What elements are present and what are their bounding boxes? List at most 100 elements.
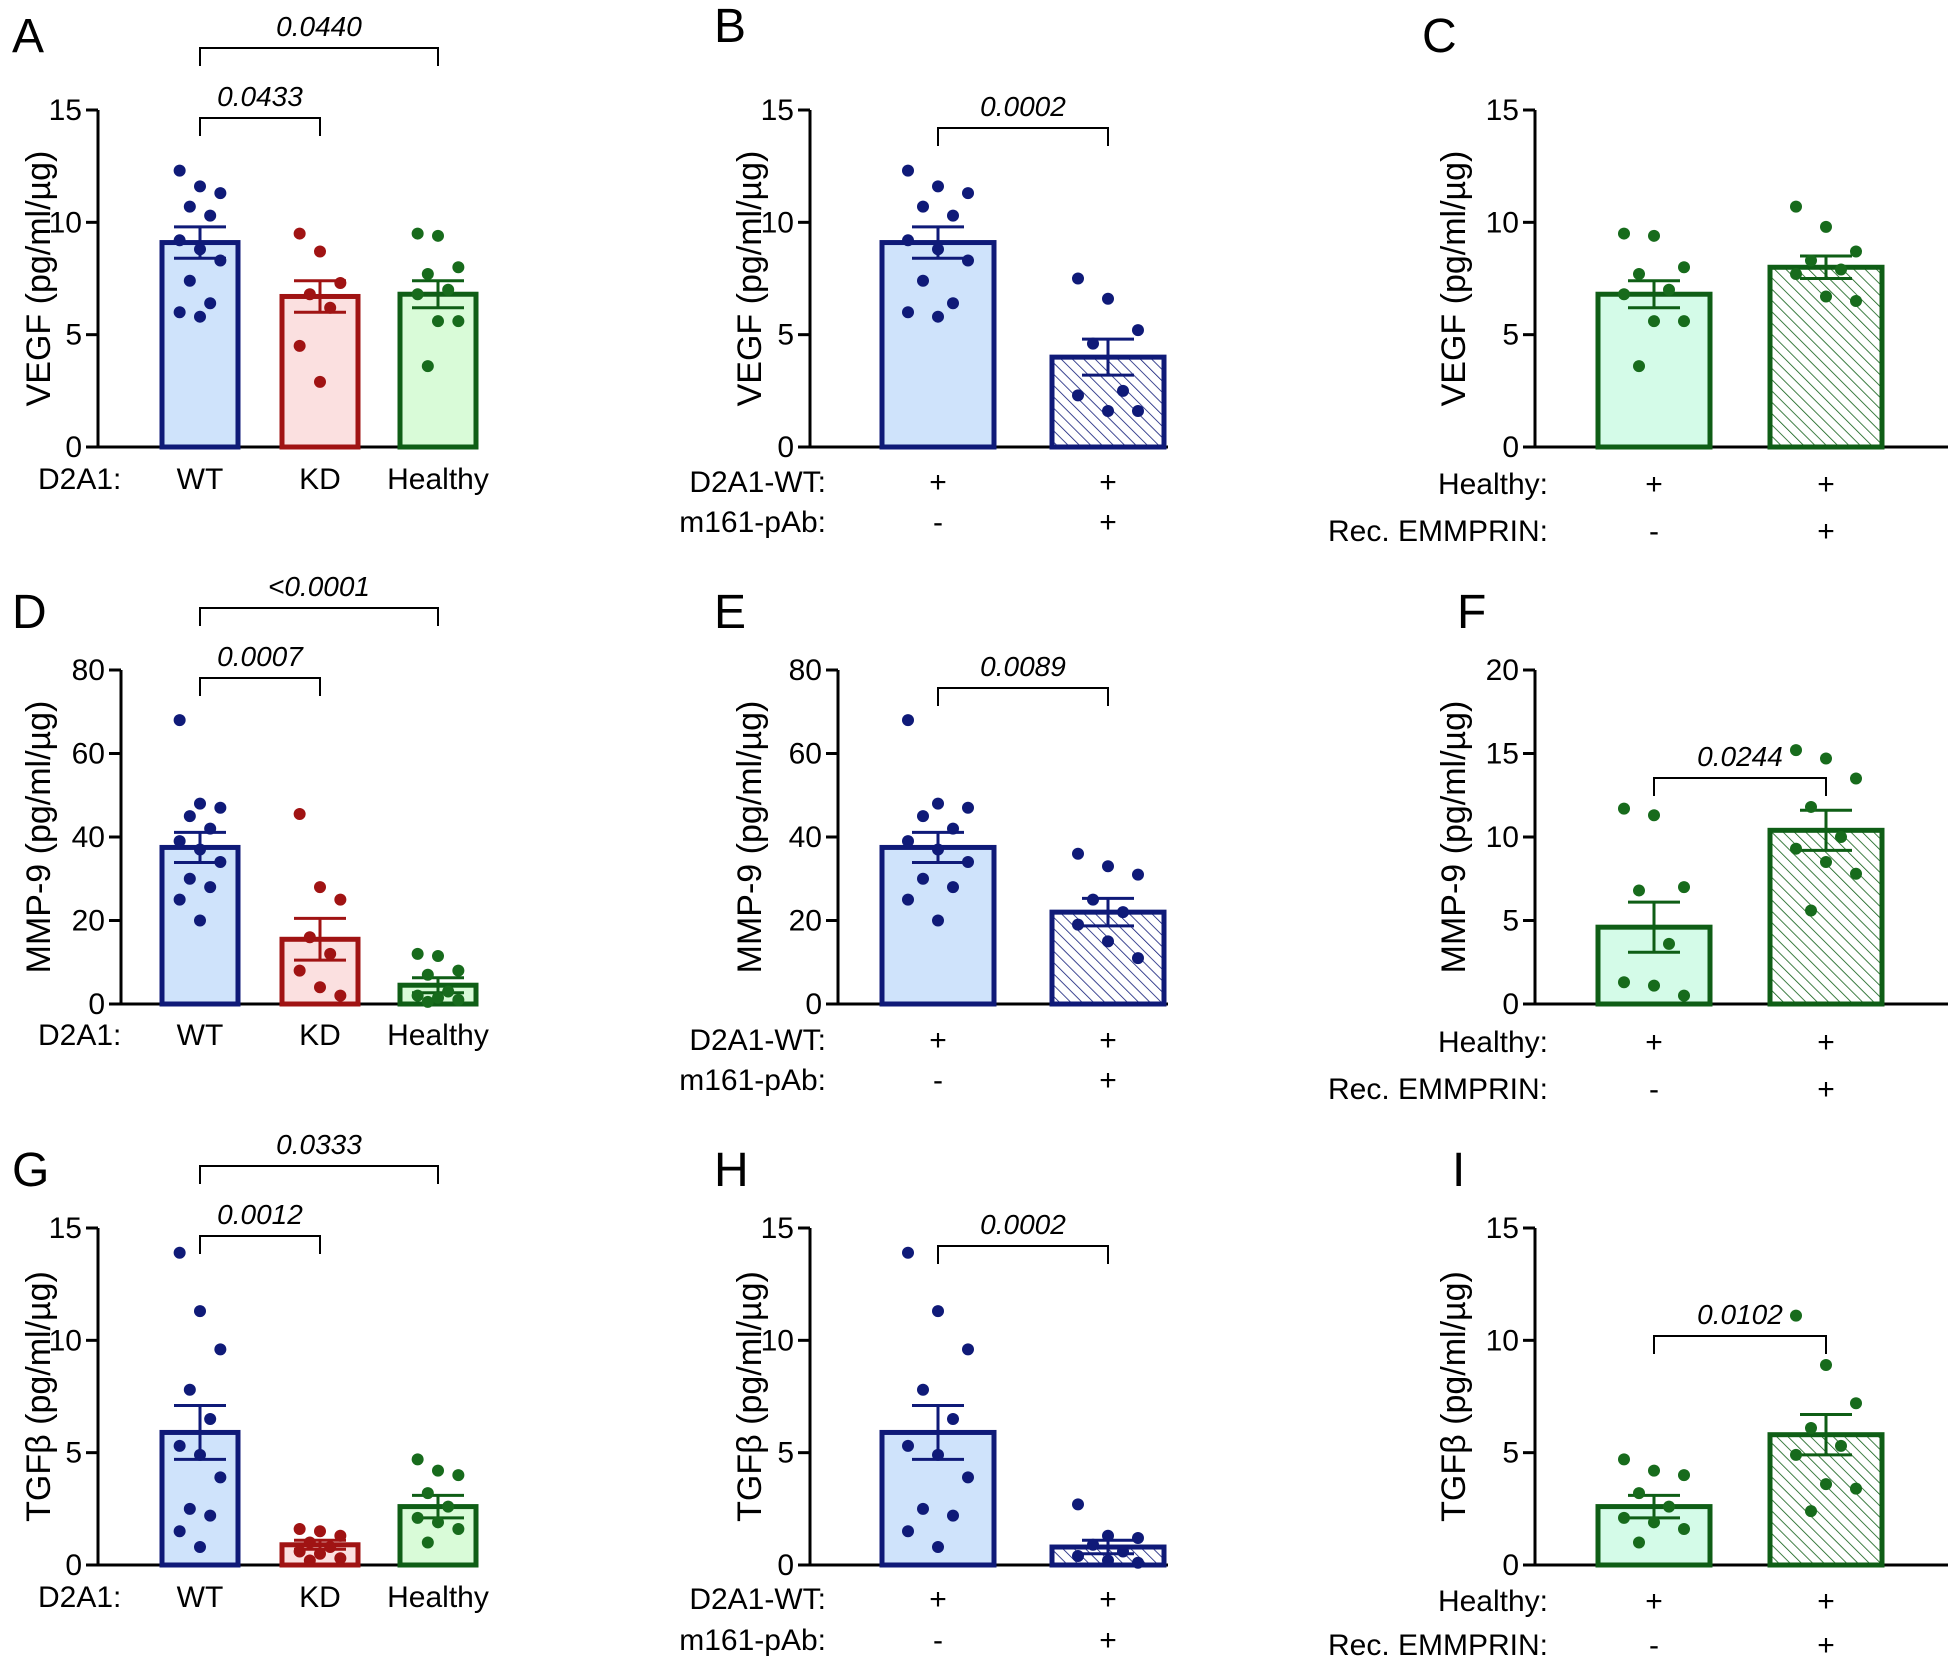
panel-f-y-tick-label: 20: [1486, 654, 1519, 687]
panel-g-condition-label: WT: [177, 1581, 224, 1614]
panel-b-point: [902, 164, 914, 177]
panel-d-y-tick-label: 60: [72, 738, 105, 771]
panel-g-bracket: [199, 1165, 439, 1184]
panel-i-point: [1805, 1421, 1817, 1434]
panel-f-bracket: [1653, 777, 1827, 796]
panel-a-condition-label: WT: [177, 463, 224, 496]
panel-h-point: [932, 1448, 944, 1461]
panel-g-point: [173, 1246, 186, 1259]
panel-a-bracket: [199, 117, 321, 136]
panel-b-point: [947, 297, 959, 310]
panel-i-condition-label: +: [1645, 1585, 1663, 1618]
panel-h-row-label: m161-pAb:: [679, 1624, 826, 1657]
panel-e-point: [932, 797, 944, 810]
panel-a-point: [194, 310, 206, 323]
panel-e-bar-2: [1049, 909, 1167, 1007]
panel-i-point: [1835, 1439, 1847, 1452]
panel-e-point: [962, 801, 974, 814]
panel-g: G 0 5 10 15 TGFβ (pg/ml/µg) 0.0012 0.0333 D2A1: W…: [12, 1129, 489, 1614]
panel-h-y-axis-label: TGFβ (pg/ml/µg): [731, 1271, 769, 1522]
panel-f-y-tick-label: 0: [1502, 988, 1519, 1021]
panel-g-point: [411, 1511, 424, 1524]
panel-b-bar-1: [879, 240, 997, 450]
panel-g-y-tick-label: 10: [49, 1324, 82, 1357]
panel-f-condition-label: -: [1649, 1073, 1659, 1106]
panel-f-point: [1790, 744, 1802, 757]
panel-d-condition-label: KD: [299, 1019, 341, 1052]
panel-c-row-label: Healthy:: [1438, 468, 1548, 501]
panel-a-point: [334, 276, 347, 289]
panel-d-point: [334, 989, 347, 1002]
panel-a-point: [293, 339, 306, 352]
panel-h-y-tick-label: 0: [777, 1549, 794, 1582]
panel-d-point: [303, 931, 316, 944]
panel-d-point: [314, 981, 326, 994]
panel-f-point: [1663, 937, 1675, 950]
panel-e-point: [1102, 935, 1114, 948]
panel-g-condition-label: KD: [299, 1581, 341, 1614]
panel-i-point: [1618, 1511, 1630, 1524]
panel-f-row-label: Healthy:: [1438, 1026, 1548, 1059]
panel-c-point: [1805, 254, 1817, 267]
panel-a-point: [421, 268, 434, 281]
panel-e-condition-label: +: [1099, 1024, 1117, 1057]
panel-g-point: [204, 1412, 217, 1425]
panel-a-point: [411, 288, 424, 301]
panel-d-point: [293, 964, 306, 977]
panel-a-letter: A: [12, 10, 44, 63]
panel-d-point: [183, 810, 196, 823]
panel-e-condition-label: -: [933, 1064, 943, 1097]
panel-i-point: [1648, 1516, 1660, 1529]
panel-h-point: [1102, 1529, 1114, 1542]
panel-g-point: [421, 1487, 434, 1500]
panel-c-point: [1618, 227, 1630, 240]
panel-a-condition-label: KD: [299, 463, 341, 496]
panel-g-point: [421, 1536, 434, 1549]
panel-f-point: [1805, 904, 1817, 917]
panel-d-y-tick-label: 0: [88, 988, 105, 1021]
panel-a-bar-1: [159, 240, 241, 450]
panel-d-y-tick-label: 20: [72, 905, 105, 938]
panel-h-point: [1087, 1538, 1099, 1551]
panel-c-point: [1790, 200, 1802, 213]
panel-i-row-label: Healthy:: [1438, 1585, 1548, 1618]
panel-g-point: [293, 1545, 306, 1558]
panel-e-point: [947, 822, 959, 835]
panel-e-p-value: 0.0089: [980, 651, 1066, 682]
panel-g-row-label: D2A1:: [38, 1581, 121, 1614]
panel-d-point: [214, 801, 227, 814]
panel-h-point: [902, 1246, 914, 1259]
panel-d-point: [173, 835, 186, 848]
panel-e-point: [947, 881, 959, 894]
panel-e-point: [962, 856, 974, 869]
panel-b-point: [902, 234, 914, 247]
panel-h-point: [1072, 1550, 1084, 1563]
panel-e-y-tick-label: 40: [789, 821, 822, 854]
panel-h-y-tick-label: 10: [761, 1324, 794, 1357]
panel-a-point: [293, 227, 306, 240]
panel-h-row-label: D2A1-WT:: [689, 1583, 826, 1616]
panel-b-point: [1117, 384, 1129, 397]
panel-a-point: [432, 229, 444, 242]
panel-f-y-tick-label: 5: [1502, 905, 1519, 938]
panel-f-point: [1633, 884, 1645, 897]
panel-b-point: [932, 243, 944, 256]
panel-a-point: [303, 288, 316, 301]
panel-c-point: [1678, 315, 1690, 328]
panel-f-point: [1820, 856, 1832, 869]
panel-g-point: [334, 1552, 347, 1565]
panel-i-y-axis-label: TGFβ (pg/ml/µg): [1435, 1271, 1473, 1522]
panel-d-point: [421, 995, 434, 1008]
panel-e-point: [1117, 906, 1129, 919]
panel-f-point: [1678, 989, 1690, 1002]
panel-a-point: [411, 227, 424, 240]
panel-e-point: [1087, 893, 1099, 906]
panel-a-point: [173, 306, 186, 319]
panel-h-condition-label: -: [933, 1624, 943, 1657]
panel-b-point: [932, 310, 944, 323]
panel-a-point: [324, 301, 337, 314]
panel-d-bracket: [199, 677, 321, 696]
panel-d-p-value: 0.0007: [217, 641, 304, 672]
panel-g-point: [214, 1343, 227, 1356]
